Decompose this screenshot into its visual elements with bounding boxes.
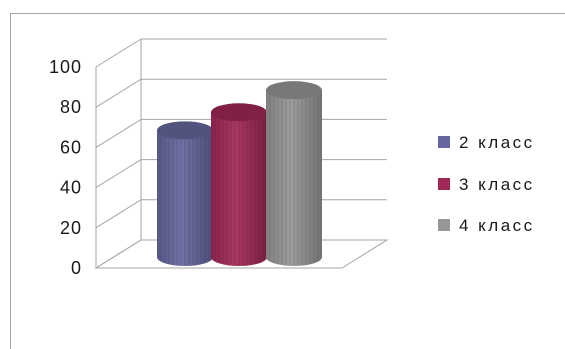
floor [94,239,389,269]
y-tick-label: 80 [60,97,82,117]
legend-swatch [438,136,450,148]
y-tick-label: 40 [60,178,82,198]
chart-frame [10,13,565,349]
legend-label: 2 класс [459,133,535,152]
bars [157,81,322,266]
legend-label: 3 класс [459,175,535,194]
side-wall-gridline [95,199,142,229]
legend-swatch [438,178,450,190]
bar [211,103,267,266]
y-tick-label: 100 [49,57,82,77]
bar [157,121,213,266]
side-wall-gridline [95,78,142,108]
y-tick-label: 20 [60,218,82,238]
legend-item: 2 класс [438,133,535,152]
bar [266,81,322,266]
y-tick-label: 60 [60,137,82,157]
legend: 2 класс 3 класс 4 класс [438,133,535,235]
legend-item: 3 класс [438,175,535,194]
y-tick-label: 0 [71,258,82,278]
side-wall-gridline [95,118,142,148]
side-wall-gridline [95,159,142,189]
side-wall-gridline [95,38,142,68]
legend-item: 4 класс [438,216,535,235]
y-axis-ticks: 0 20 40 60 80 100 [49,57,82,278]
legend-swatch [438,219,450,231]
legend-label: 4 класс [459,216,535,235]
